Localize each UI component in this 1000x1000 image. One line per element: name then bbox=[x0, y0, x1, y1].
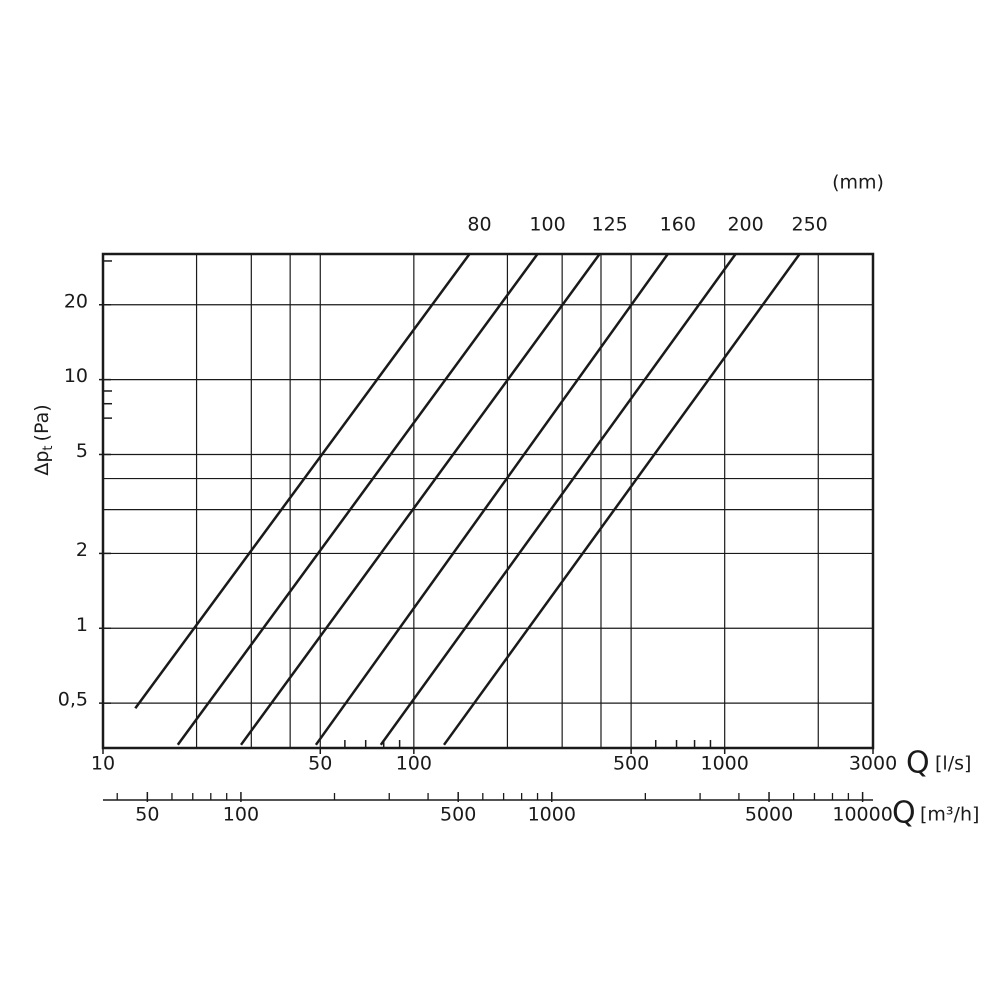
diameter-line bbox=[134, 253, 471, 709]
x2-axis-unit: [m³/h] bbox=[920, 804, 979, 826]
diameter-label: 160 bbox=[660, 214, 696, 236]
x-tick-label: 10 bbox=[91, 753, 115, 775]
y-label-main: Δp bbox=[31, 451, 53, 476]
x2-tick-label: 500 bbox=[440, 804, 476, 826]
plot-frame bbox=[101, 252, 875, 750]
y-label-unit: (Pa) bbox=[31, 404, 53, 441]
y-tick-label: 2 bbox=[76, 539, 88, 561]
diameter-line bbox=[176, 253, 539, 746]
x-tick-label: 50 bbox=[308, 753, 332, 775]
x2-axis-label: Q bbox=[892, 796, 916, 831]
x2-tick-label: 5000 bbox=[745, 804, 793, 826]
x-tick-label: 500 bbox=[613, 753, 649, 775]
diameter-label: 100 bbox=[529, 214, 565, 236]
y-tick-label: 0,5 bbox=[58, 689, 88, 711]
x-axis-unit: [l/s] bbox=[935, 753, 971, 775]
y-tick-label: 10 bbox=[64, 365, 88, 387]
diameter-label: 200 bbox=[727, 214, 763, 236]
diameter-label: 80 bbox=[467, 214, 491, 236]
y-tick-label: 5 bbox=[76, 440, 88, 462]
diameter-label: 250 bbox=[791, 214, 827, 236]
x-tick-label: 100 bbox=[396, 753, 432, 775]
unit-label: (mm) bbox=[832, 172, 884, 194]
y-tick-label: 20 bbox=[64, 290, 88, 312]
x-tick-label: 3000 bbox=[849, 753, 897, 775]
diameter-line bbox=[379, 253, 737, 746]
x2-tick-label: 10000 bbox=[832, 804, 892, 826]
y-label-sub: t bbox=[41, 445, 56, 450]
diameter-line bbox=[442, 253, 801, 746]
diameter-label: 125 bbox=[592, 214, 628, 236]
y-axis-label: Δpt (Pa) bbox=[31, 404, 56, 475]
x2-tick-label: 100 bbox=[223, 804, 259, 826]
y-tick-label: 1 bbox=[76, 614, 88, 636]
x2-tick-label: 1000 bbox=[528, 804, 576, 826]
x-axis-label: Q bbox=[906, 746, 930, 781]
diameter-line bbox=[314, 253, 669, 746]
x-tick-label: 1000 bbox=[701, 753, 749, 775]
x2-tick-label: 50 bbox=[135, 804, 159, 826]
diameter-line bbox=[239, 253, 601, 746]
